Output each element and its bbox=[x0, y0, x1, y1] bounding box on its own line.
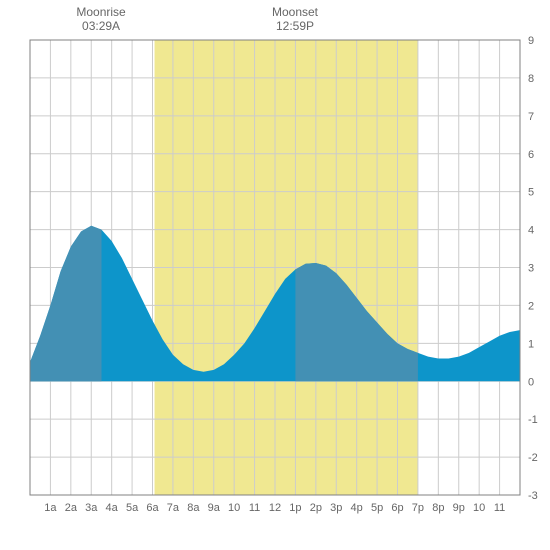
x-tick-label: 3p bbox=[330, 502, 342, 514]
x-tick-label: 9a bbox=[208, 502, 221, 514]
moonrise-time: 03:29A bbox=[82, 19, 120, 33]
y-tick-label: -3 bbox=[528, 490, 538, 502]
x-tick-label: 4p bbox=[351, 502, 363, 514]
x-tick-label: 7a bbox=[167, 502, 180, 514]
x-tick-label: 8p bbox=[432, 502, 444, 514]
y-tick-label: 5 bbox=[528, 187, 534, 199]
x-tick-label: 6p bbox=[391, 502, 403, 514]
x-tick-label: 10 bbox=[228, 502, 240, 514]
x-tick-label: 5a bbox=[126, 502, 139, 514]
moonset-time: 12:59P bbox=[276, 19, 314, 33]
x-tick-label: 11 bbox=[494, 502, 505, 514]
x-tick-label: 2p bbox=[310, 502, 322, 514]
x-tick-label: 5p bbox=[371, 502, 383, 514]
moonrise-title: Moonrise bbox=[76, 5, 126, 19]
x-tick-label: 12 bbox=[269, 502, 281, 514]
x-tick-label: 9p bbox=[453, 502, 465, 514]
y-tick-label: 0 bbox=[528, 376, 534, 388]
x-tick-label: 3a bbox=[85, 502, 98, 514]
y-tick-label: 8 bbox=[528, 73, 534, 85]
x-tick-label: 1a bbox=[44, 502, 57, 514]
x-tick-label: 1p bbox=[289, 502, 301, 514]
y-tick-label: 2 bbox=[528, 300, 534, 312]
tide-chart: -3-2-101234567891a2a3a4a5a6a7a8a9a101112… bbox=[0, 0, 550, 550]
y-tick-label: -2 bbox=[528, 452, 538, 464]
y-tick-label: 9 bbox=[528, 35, 534, 47]
y-tick-label: 7 bbox=[528, 111, 534, 123]
moonset-title: Moonset bbox=[272, 5, 319, 19]
x-tick-label: 7p bbox=[412, 502, 424, 514]
y-tick-label: 6 bbox=[528, 149, 534, 161]
y-tick-label: 3 bbox=[528, 263, 534, 275]
x-tick-label: 6a bbox=[146, 502, 159, 514]
x-tick-label: 8a bbox=[187, 502, 200, 514]
x-tick-label: 11 bbox=[249, 502, 260, 514]
chart-svg: -3-2-101234567891a2a3a4a5a6a7a8a9a101112… bbox=[0, 0, 550, 550]
y-tick-label: 4 bbox=[528, 225, 534, 237]
x-tick-label: 10 bbox=[473, 502, 485, 514]
x-tick-label: 2a bbox=[65, 502, 78, 514]
x-tick-label: 4a bbox=[106, 502, 119, 514]
y-tick-label: -1 bbox=[528, 414, 538, 426]
y-tick-label: 1 bbox=[528, 338, 534, 350]
